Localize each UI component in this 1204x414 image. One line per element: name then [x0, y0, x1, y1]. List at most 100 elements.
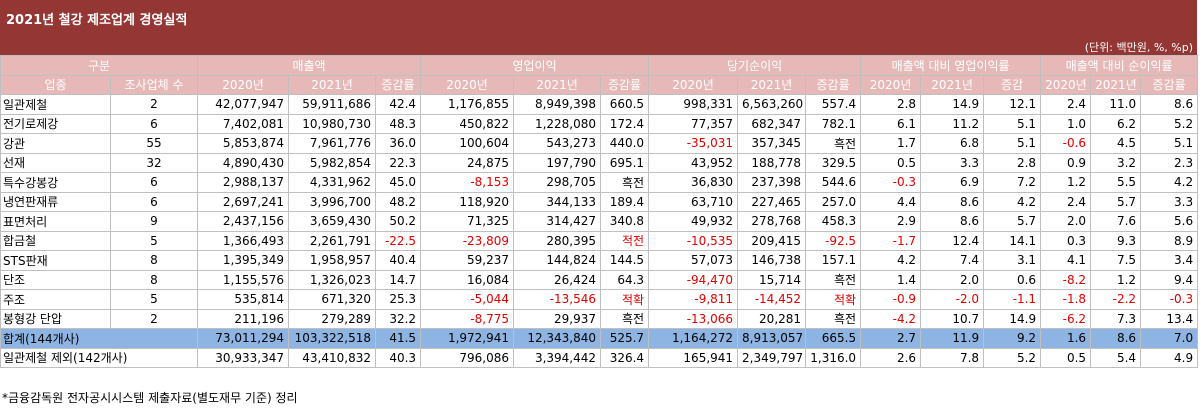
cell: 7,961,776: [288, 133, 376, 154]
cell: 합금철: [0, 230, 111, 251]
cell: 14.1: [983, 230, 1042, 251]
cell: -0.9: [860, 289, 922, 310]
cell: -13,546: [513, 289, 602, 310]
cell: -1.1: [983, 289, 1042, 310]
column-header: 증감률: [600, 74, 650, 95]
cell: 1,326,023: [288, 269, 376, 290]
cell: 32: [110, 152, 198, 173]
cell: 5.1: [983, 113, 1042, 134]
cell: 흑전: [805, 308, 862, 329]
cell: 280,395: [513, 230, 602, 251]
cell: 6.2: [1090, 113, 1142, 134]
cell: 26,424: [513, 269, 602, 290]
cell: 5.1: [983, 133, 1042, 154]
cell: 211,196: [197, 308, 289, 329]
cell: -2.2: [1090, 289, 1142, 310]
table-row: 단조 8 1,155,576 1,326,023 14.7 16,084 26,424 64.…: [0, 269, 1199, 290]
cell: 279,289: [288, 308, 376, 329]
cell: 450,822: [420, 113, 515, 134]
cell: 50.2: [374, 211, 422, 232]
cell: 6,563,260: [737, 94, 807, 115]
cell: 36.0: [374, 133, 422, 154]
cell: 4.1: [1040, 250, 1092, 271]
column-header: 업종: [0, 74, 111, 95]
cell: 3,996,700: [288, 191, 376, 212]
cell: 118,920: [420, 191, 515, 212]
cell: 7.6: [1090, 211, 1142, 232]
cell: 998,331: [648, 94, 739, 115]
cell: 63,710: [648, 191, 739, 212]
cell: 340.8: [600, 211, 650, 232]
cell: 단조: [0, 269, 111, 290]
cell: 1,316.0: [805, 347, 862, 368]
group-header: 당기순이익: [648, 55, 862, 76]
cell: 2,697,241: [197, 191, 289, 212]
cell: 48.3: [374, 113, 422, 134]
cell: 43,410,832: [288, 347, 376, 368]
cell: 9.2: [983, 328, 1042, 349]
cell: 6.8: [920, 133, 985, 154]
cell: 6: [110, 191, 198, 212]
cell: 298,705: [513, 172, 602, 193]
cell: 45.0: [374, 172, 422, 193]
cell: 8,949,398: [513, 94, 602, 115]
cell: 4,331,962: [288, 172, 376, 193]
cell: 11.9: [920, 328, 985, 349]
cell: 5: [110, 289, 198, 310]
cell: 1,164,272: [648, 328, 739, 349]
cell: 1,366,493: [197, 230, 289, 251]
cell: 2.7: [860, 328, 922, 349]
cell: 2.6: [860, 347, 922, 368]
cell: 9: [110, 211, 198, 232]
cell: 5.4: [1090, 347, 1142, 368]
cell: 적확: [600, 289, 650, 310]
cell: 665.5: [805, 328, 862, 349]
cell: 냉연판재류: [0, 191, 111, 212]
cell: 344,133: [513, 191, 602, 212]
table-body: 일관제철 2 42,077,947 59,911,686 42.4 1,176,855 8,…: [0, 94, 1199, 368]
cell: 5.5: [1090, 172, 1142, 193]
group-header: 매출액 대비 영업이익률: [860, 55, 1042, 76]
cell: 흑전: [600, 172, 650, 193]
cell: 선재: [0, 152, 111, 173]
cell: 7.5: [1090, 250, 1142, 271]
cell: 144.5: [600, 250, 650, 271]
cell: 15,714: [737, 269, 807, 290]
cell: 227,465: [737, 191, 807, 212]
cell: -35,031: [648, 133, 739, 154]
column-header: 2021년: [513, 74, 602, 95]
group-header: 영업이익: [420, 55, 650, 76]
cell: 5: [110, 230, 198, 251]
cell: 14.9: [983, 308, 1042, 329]
table-row: 일관제철 2 42,077,947 59,911,686 42.4 1,176,855 8,…: [0, 94, 1199, 115]
cell: 11.2: [920, 113, 985, 134]
column-header: 2020년: [1040, 74, 1092, 95]
cell: 1,958,957: [288, 250, 376, 271]
cell: 189.4: [600, 191, 650, 212]
cell: 9.4: [1140, 269, 1199, 290]
cell: 12.1: [983, 94, 1042, 115]
cell: 2: [110, 94, 198, 115]
cell: 13.4: [1140, 308, 1199, 329]
cell: -1.7: [860, 230, 922, 251]
cell: -6.2: [1040, 308, 1092, 329]
cell: 458.3: [805, 211, 862, 232]
cell: 5.7: [1090, 191, 1142, 212]
cell: 24,875: [420, 152, 515, 173]
cell: 10,980,730: [288, 113, 376, 134]
cell: -22.5: [374, 230, 422, 251]
cell: 43,952: [648, 152, 739, 173]
cell: 3.4: [1140, 250, 1199, 271]
cell: 257.0: [805, 191, 862, 212]
cell: 2.8: [983, 152, 1042, 173]
cell: 7.4: [920, 250, 985, 271]
cell: 4,890,430: [197, 152, 289, 173]
cell: 3.2: [1090, 152, 1142, 173]
cell: 64.3: [600, 269, 650, 290]
cell: 165,941: [648, 347, 739, 368]
cell: 188,778: [737, 152, 807, 173]
footnote: *금융감독원 전자공시시스템 제출자료(별도재무 기준) 정리: [2, 391, 298, 405]
cell: 4.9: [1140, 347, 1199, 368]
cell: 1,228,080: [513, 113, 602, 134]
cell: 3.1: [983, 250, 1042, 271]
